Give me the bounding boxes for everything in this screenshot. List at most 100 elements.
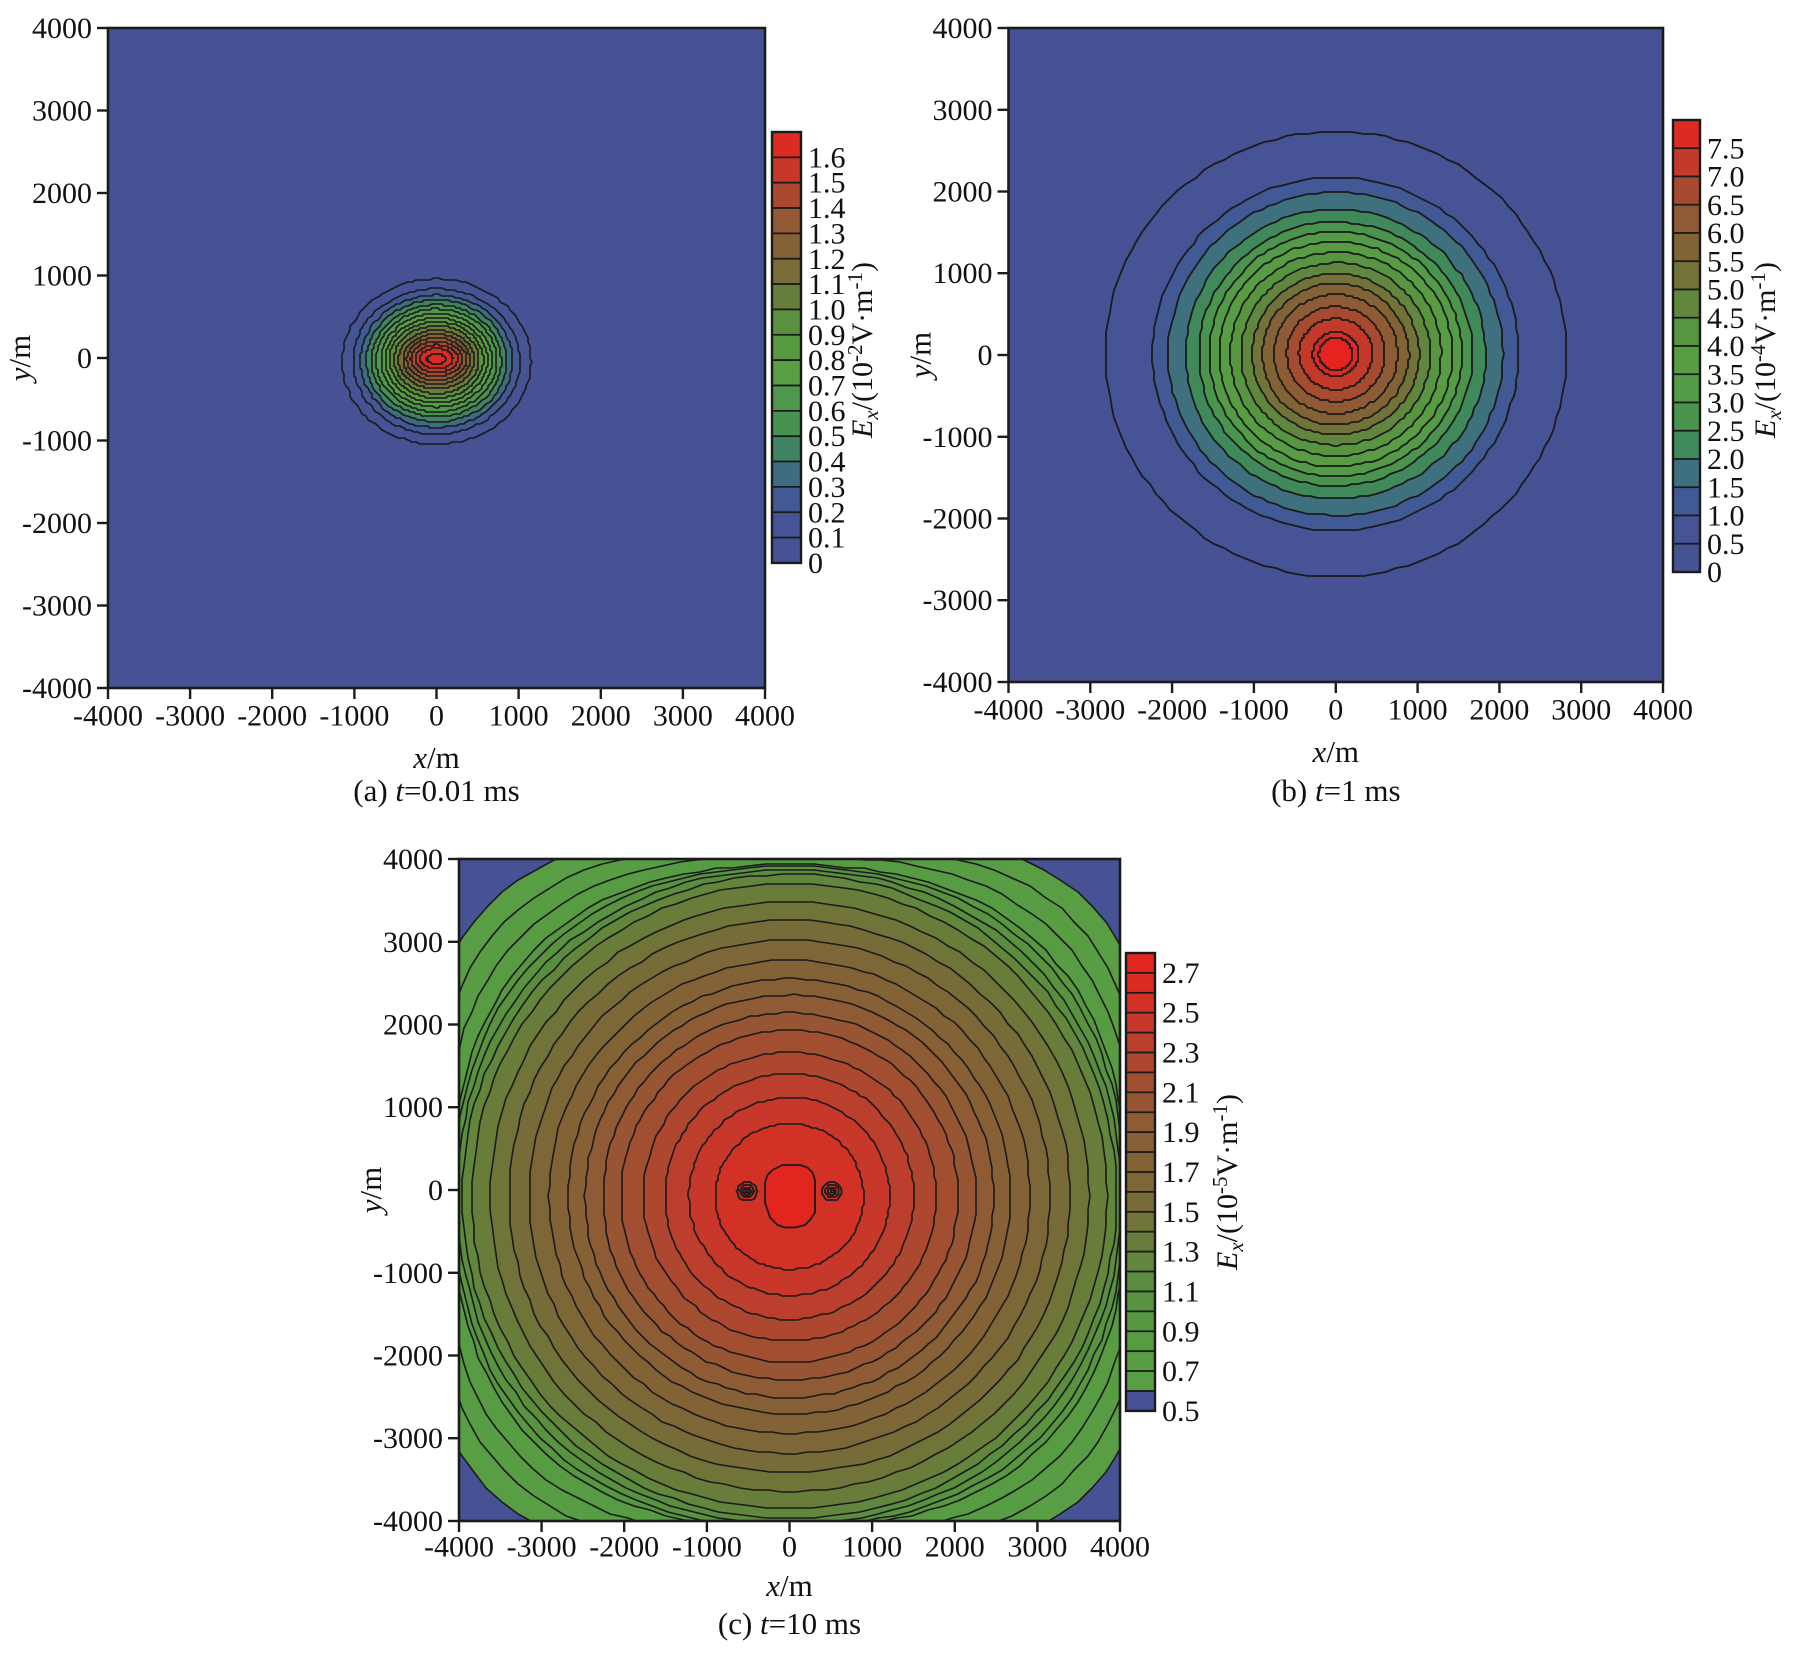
svg-text:0.5: 0.5 bbox=[808, 420, 846, 453]
svg-text:-4000: -4000 bbox=[424, 1531, 494, 1564]
svg-text:-4000: -4000 bbox=[923, 666, 993, 699]
svg-text:4000: 4000 bbox=[933, 12, 993, 45]
svg-text:4.5: 4.5 bbox=[1707, 302, 1745, 335]
svg-text:1.5: 1.5 bbox=[1707, 471, 1745, 504]
svg-text:1000: 1000 bbox=[1388, 694, 1448, 727]
svg-text:-4000: -4000 bbox=[22, 672, 92, 705]
svg-text:-2000: -2000 bbox=[589, 1531, 659, 1564]
svg-text:-3000: -3000 bbox=[373, 1422, 443, 1455]
svg-text:3.5: 3.5 bbox=[1707, 358, 1745, 391]
svg-text:-3000: -3000 bbox=[22, 590, 92, 623]
svg-text:2000: 2000 bbox=[1469, 694, 1529, 727]
svg-text:-3000: -3000 bbox=[923, 584, 993, 617]
svg-text:-3000: -3000 bbox=[1055, 694, 1125, 727]
svg-text:2.7: 2.7 bbox=[1162, 957, 1200, 990]
svg-text:1.3: 1.3 bbox=[1162, 1236, 1200, 1269]
svg-text:Ex/(10-2V·m-1): Ex/(10-2V·m-1) bbox=[843, 262, 883, 439]
svg-text:1.4: 1.4 bbox=[808, 192, 846, 225]
svg-text:4000: 4000 bbox=[1090, 1531, 1150, 1564]
svg-text:-2000: -2000 bbox=[237, 700, 307, 733]
svg-text:0: 0 bbox=[978, 339, 993, 372]
svg-text:2000: 2000 bbox=[925, 1531, 985, 1564]
svg-text:Ex/(10-4V·m-1): Ex/(10-4V·m-1) bbox=[1746, 262, 1786, 439]
svg-text:3000: 3000 bbox=[1551, 694, 1611, 727]
svg-text:-2000: -2000 bbox=[1137, 694, 1207, 727]
svg-text:y/m: y/m bbox=[2, 335, 37, 385]
svg-text:-4000: -4000 bbox=[73, 700, 143, 733]
svg-text:0.7: 0.7 bbox=[808, 370, 846, 403]
svg-text:4000: 4000 bbox=[32, 12, 92, 45]
svg-text:(b) t=1 ms: (b) t=1 ms bbox=[1271, 773, 1400, 808]
svg-text:2.5: 2.5 bbox=[1707, 415, 1745, 448]
svg-text:0.8: 0.8 bbox=[808, 344, 846, 377]
svg-text:1.6: 1.6 bbox=[808, 141, 846, 174]
svg-text:0.6: 0.6 bbox=[808, 395, 846, 428]
svg-text:3000: 3000 bbox=[653, 700, 713, 733]
svg-text:4000: 4000 bbox=[1633, 694, 1693, 727]
svg-text:3000: 3000 bbox=[933, 94, 993, 127]
svg-text:0: 0 bbox=[782, 1531, 797, 1564]
svg-text:6.0: 6.0 bbox=[1707, 217, 1745, 250]
svg-text:-3000: -3000 bbox=[155, 700, 225, 733]
svg-text:3000: 3000 bbox=[1007, 1531, 1067, 1564]
svg-text:-1000: -1000 bbox=[373, 1257, 443, 1290]
svg-text:0: 0 bbox=[429, 700, 444, 733]
svg-text:1.2: 1.2 bbox=[808, 243, 846, 276]
svg-text:1000: 1000 bbox=[933, 257, 993, 290]
svg-text:Ex/(10-5V·m-1): Ex/(10-5V·m-1) bbox=[1208, 1094, 1248, 1271]
svg-text:0.9: 0.9 bbox=[808, 319, 846, 352]
svg-text:3.0: 3.0 bbox=[1707, 387, 1745, 420]
svg-text:0.7: 0.7 bbox=[1162, 1355, 1200, 1388]
svg-text:1.5: 1.5 bbox=[808, 167, 846, 200]
svg-text:0.9: 0.9 bbox=[1162, 1315, 1200, 1348]
svg-text:1000: 1000 bbox=[489, 700, 549, 733]
svg-text:3000: 3000 bbox=[32, 95, 92, 128]
svg-text:0: 0 bbox=[1328, 694, 1343, 727]
svg-text:1.1: 1.1 bbox=[1162, 1275, 1200, 1308]
svg-text:(a) t=0.01 ms: (a) t=0.01 ms bbox=[353, 773, 519, 808]
svg-text:0.1: 0.1 bbox=[808, 522, 846, 555]
svg-text:0: 0 bbox=[428, 1174, 443, 1207]
svg-text:2.3: 2.3 bbox=[1162, 1037, 1200, 1070]
svg-text:-2000: -2000 bbox=[373, 1340, 443, 1373]
svg-text:0.3: 0.3 bbox=[808, 471, 846, 504]
svg-text:x/m: x/m bbox=[765, 1568, 813, 1603]
svg-text:-4000: -4000 bbox=[373, 1505, 443, 1538]
svg-text:4.0: 4.0 bbox=[1707, 330, 1745, 363]
svg-text:-1000: -1000 bbox=[22, 425, 92, 458]
svg-text:0.2: 0.2 bbox=[808, 496, 846, 529]
svg-text:0: 0 bbox=[77, 342, 92, 375]
svg-text:6.5: 6.5 bbox=[1707, 189, 1745, 222]
svg-text:-2000: -2000 bbox=[923, 503, 993, 536]
svg-text:(c) t=10 ms: (c) t=10 ms bbox=[718, 1606, 861, 1641]
svg-text:1.3: 1.3 bbox=[808, 217, 846, 250]
svg-text:2000: 2000 bbox=[571, 700, 631, 733]
svg-text:1000: 1000 bbox=[383, 1091, 443, 1124]
svg-text:0.5: 0.5 bbox=[1707, 528, 1745, 561]
svg-text:1.5: 1.5 bbox=[1162, 1196, 1200, 1229]
svg-text:0: 0 bbox=[808, 547, 823, 580]
svg-text:-4000: -4000 bbox=[974, 694, 1044, 727]
svg-text:y/m: y/m bbox=[353, 1167, 388, 1217]
svg-text:-1000: -1000 bbox=[1219, 694, 1289, 727]
svg-text:1.0: 1.0 bbox=[1707, 500, 1745, 533]
svg-text:1.9: 1.9 bbox=[1162, 1116, 1200, 1149]
svg-text:2.1: 2.1 bbox=[1162, 1076, 1200, 1109]
svg-text:3000: 3000 bbox=[383, 926, 443, 959]
svg-text:5.0: 5.0 bbox=[1707, 274, 1745, 307]
svg-text:1.1: 1.1 bbox=[808, 268, 846, 301]
svg-text:x/m: x/m bbox=[412, 740, 460, 775]
svg-text:1.7: 1.7 bbox=[1162, 1156, 1200, 1189]
svg-text:4000: 4000 bbox=[735, 700, 795, 733]
svg-text:-1000: -1000 bbox=[319, 700, 389, 733]
svg-text:-1000: -1000 bbox=[672, 1531, 742, 1564]
svg-text:2.5: 2.5 bbox=[1162, 997, 1200, 1030]
svg-text:1000: 1000 bbox=[842, 1531, 902, 1564]
svg-text:0.4: 0.4 bbox=[808, 446, 846, 479]
svg-text:5.5: 5.5 bbox=[1707, 245, 1745, 278]
svg-text:2.0: 2.0 bbox=[1707, 443, 1745, 476]
svg-text:-3000: -3000 bbox=[507, 1531, 577, 1564]
svg-text:1000: 1000 bbox=[32, 260, 92, 293]
svg-text:-1000: -1000 bbox=[923, 421, 993, 454]
svg-text:2000: 2000 bbox=[933, 176, 993, 209]
